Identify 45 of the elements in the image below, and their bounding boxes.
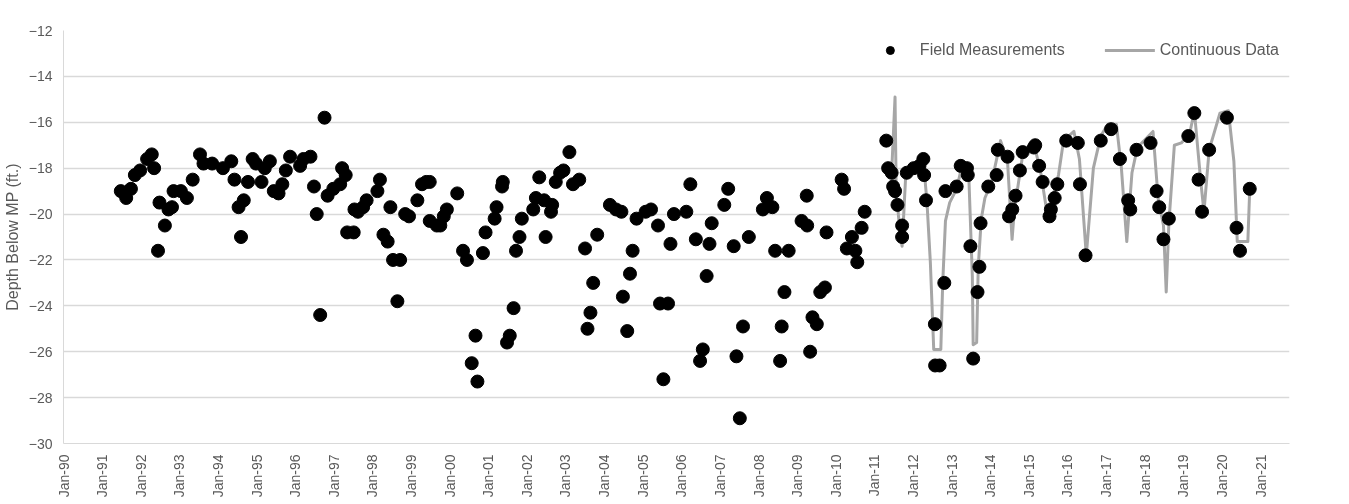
x-tick-label: Jan-97 (325, 454, 342, 498)
x-tick-label: Jan-00 (441, 454, 458, 498)
x-tick-label: Jan-21 (1252, 454, 1269, 498)
y-tick-label: −30 (28, 435, 53, 452)
y-tick-label: −28 (28, 389, 53, 406)
y-tick-label: −18 (28, 160, 53, 177)
x-tick-label: Jan-04 (596, 454, 613, 498)
x-tick-label: Jan-03 (557, 454, 574, 498)
x-tick-label: Jan-20 (1213, 454, 1230, 498)
x-tick-label: Jan-19 (1175, 454, 1192, 498)
x-tick-label: Jan-09 (789, 454, 806, 498)
x-tick-label: Jan-17 (1098, 454, 1115, 498)
x-tick-label: Jan-05 (634, 454, 651, 498)
x-tick-label: Jan-15 (1020, 454, 1037, 498)
legend-label: Continuous Data (1159, 41, 1279, 59)
x-tick-label: Jan-95 (248, 454, 265, 498)
x-tick-label: Jan-13 (943, 454, 960, 498)
y-tick-label: −12 (28, 22, 53, 39)
x-tick-label: Jan-08 (750, 454, 767, 498)
x-tick-label: Jan-91 (94, 454, 111, 498)
legend-label: Field Measurements (919, 41, 1065, 59)
y-tick-label: −16 (28, 114, 53, 131)
x-tick-label: Jan-01 (480, 454, 497, 498)
y-tick-label: −24 (28, 297, 53, 314)
x-tick-label: Jan-90 (55, 454, 72, 498)
x-tick-label: Jan-07 (711, 454, 728, 498)
x-tick-label: Jan-12 (905, 454, 922, 498)
x-tick-label: Jan-96 (287, 454, 304, 498)
y-axis-title: Depth Below MP (ft.) (3, 163, 21, 311)
y-tick-label: −26 (28, 343, 53, 360)
x-tick-label: Jan-98 (364, 454, 381, 498)
x-tick-label: Jan-18 (1136, 454, 1153, 498)
x-tick-label: Jan-94 (209, 454, 226, 498)
x-tick-label: Jan-02 (518, 454, 535, 498)
x-tick-label: Jan-10 (827, 454, 844, 498)
x-tick-label: Jan-06 (673, 454, 690, 498)
y-tick-label: −20 (28, 206, 53, 223)
x-tick-label: Jan-93 (171, 454, 188, 498)
y-tick-label: −14 (28, 68, 53, 85)
y-tick-label: −22 (28, 251, 53, 268)
x-tick-label: Jan-14 (982, 454, 999, 498)
x-tick-label: Jan-16 (1059, 454, 1076, 498)
x-tick-label: Jan-99 (403, 454, 420, 498)
x-tick-label: Jan-92 (132, 454, 149, 498)
x-tick-label: Jan-11 (866, 454, 883, 497)
